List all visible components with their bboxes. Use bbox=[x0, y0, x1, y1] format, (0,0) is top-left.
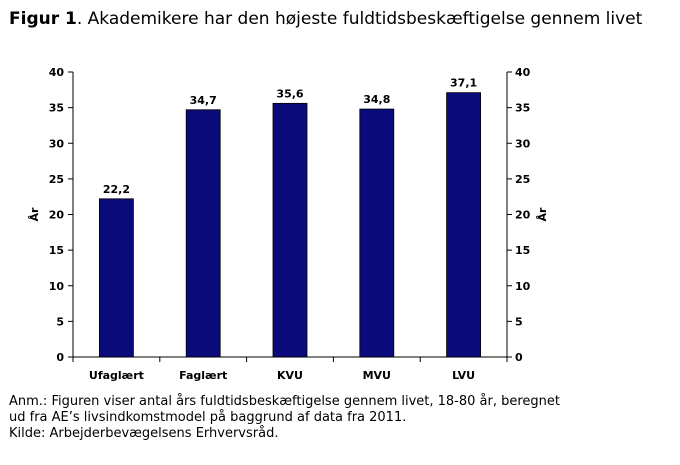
bars: 22,2 34,7 35,6 34,8 37,1 bbox=[99, 77, 482, 358]
left-tick-label: 5 bbox=[56, 315, 64, 328]
figure-title: Figur 1. Akademikere har den højeste ful… bbox=[9, 8, 649, 31]
bar bbox=[99, 198, 134, 358]
note-line-1: Anm.: Figuren viser antal års fuldtidsbe… bbox=[9, 394, 561, 409]
category-label: LVU bbox=[452, 369, 475, 382]
category-label: MVU bbox=[363, 369, 391, 382]
right-tick-label: 20 bbox=[515, 209, 531, 222]
bar bbox=[272, 102, 308, 358]
figure-number: Figur 1 bbox=[9, 9, 77, 29]
left-tick-label: 0 bbox=[56, 351, 64, 364]
data-label: 34,7 bbox=[190, 94, 217, 107]
left-tick-label: 15 bbox=[49, 244, 64, 257]
data-label: 34,8 bbox=[363, 93, 390, 106]
source-line: Kilde: Arbejderbevægelsens Erhvervsråd. bbox=[9, 426, 279, 441]
category-label: Faglært bbox=[179, 369, 227, 382]
right-tick-label: 35 bbox=[515, 102, 530, 115]
right-tick-label: 40 bbox=[515, 66, 531, 79]
left-tick-label: 25 bbox=[49, 173, 64, 186]
left-tick-label: 30 bbox=[49, 137, 65, 150]
left-tick-label: 20 bbox=[49, 209, 65, 222]
note-line-2: ud fra AE’s livsindkomstmodel på baggrun… bbox=[9, 410, 407, 425]
right-tick-label: 0 bbox=[515, 351, 523, 364]
data-label: 35,6 bbox=[276, 87, 303, 100]
figure-title-text: . Akademikere har den højeste fuldtidsbe… bbox=[76, 9, 643, 29]
category-label: Ufaglært bbox=[89, 369, 144, 382]
right-tick-label: 10 bbox=[515, 280, 531, 293]
x-axis: Ufaglært Faglært KVU MVU LVU bbox=[72, 356, 508, 382]
data-label: 37,1 bbox=[450, 77, 477, 90]
figure-notes: Anm.: Figuren viser antal års fuldtidsbe… bbox=[9, 394, 669, 442]
right-y-axis: 0 5 10 15 20 25 30 35 40 bbox=[506, 66, 531, 364]
data-label: 22,2 bbox=[103, 183, 130, 196]
right-tick-label: 30 bbox=[515, 137, 531, 150]
left-tick-label: 40 bbox=[49, 66, 65, 79]
bar bbox=[185, 109, 221, 358]
left-tick-label: 35 bbox=[49, 102, 64, 115]
category-label: KVU bbox=[277, 369, 303, 382]
left-y-axis: 0 5 10 15 20 25 30 35 40 bbox=[49, 66, 74, 364]
right-tick-label: 25 bbox=[515, 173, 530, 186]
right-tick-label: 15 bbox=[515, 244, 530, 257]
right-tick-label: 5 bbox=[515, 315, 523, 328]
bar-chart: 0 5 10 15 20 25 30 35 40 0 5 10 15 20 25 30 35 40 22,2 34… bbox=[28, 66, 549, 382]
right-y-axis-title: År bbox=[536, 207, 549, 222]
bar bbox=[359, 108, 395, 358]
left-y-axis-title: År bbox=[28, 207, 41, 222]
left-tick-label: 10 bbox=[49, 280, 65, 293]
bar bbox=[446, 92, 482, 358]
